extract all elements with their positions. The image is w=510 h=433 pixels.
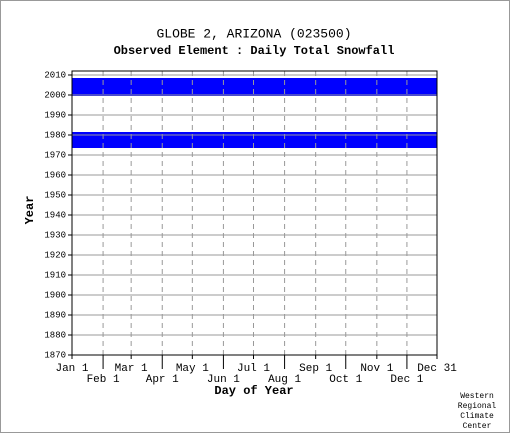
y-tick-label: 2000 — [44, 90, 66, 100]
plot-area — [72, 71, 437, 355]
y-tick-label: 1930 — [44, 230, 66, 240]
x-tick-label: Jan 1 — [55, 363, 88, 375]
y-tick-label: 1870 — [44, 350, 66, 360]
x-axis-label: Day of Year — [214, 384, 293, 398]
y-tick-label: 1990 — [44, 110, 66, 120]
credit: Center — [463, 422, 492, 431]
x-tick-label: Dec 1 — [390, 374, 423, 386]
data-band — [72, 78, 437, 96]
x-tick-label: Jun 1 — [207, 374, 240, 386]
y-tick-label: 1950 — [44, 190, 66, 200]
x-tick-label: May 1 — [176, 363, 209, 375]
y-tick-label: 1980 — [44, 130, 66, 140]
credit: Climate — [460, 412, 494, 421]
plot-border — [71, 70, 438, 356]
x-tick-label: Mar 1 — [115, 363, 148, 375]
y-tick-label: 1890 — [44, 310, 66, 320]
x-tick-label: Sep 1 — [299, 363, 332, 375]
chart-title: GLOBE 2, ARIZONA (023500) — [156, 26, 351, 41]
x-tick-label: Oct 1 — [329, 374, 362, 386]
credit: Western — [460, 392, 494, 401]
x-tick-label: Apr 1 — [146, 374, 179, 386]
x-tick-label: Aug 1 — [268, 374, 301, 386]
x-tick-label: Nov 1 — [360, 363, 393, 375]
chart-subtitle: Observed Element : Daily Total Snowfall — [114, 44, 395, 58]
y-tick-label: 1960 — [44, 170, 66, 180]
y-tick-label: 1880 — [44, 330, 66, 340]
y-tick-label: 1940 — [44, 210, 66, 220]
y-axis-label: Year — [23, 196, 37, 225]
y-tick-label: 1970 — [44, 150, 66, 160]
y-tick-label: 1900 — [44, 290, 66, 300]
x-tick-label: Dec 31 — [417, 363, 457, 375]
y-tick-label: 1920 — [44, 250, 66, 260]
credit: Regional — [458, 402, 497, 411]
x-tick-label: Feb 1 — [87, 374, 120, 386]
y-tick-label: 1910 — [44, 270, 66, 280]
data-band — [72, 132, 437, 148]
x-tick-label: Jul 1 — [237, 363, 270, 375]
y-tick-label: 2010 — [44, 70, 66, 80]
